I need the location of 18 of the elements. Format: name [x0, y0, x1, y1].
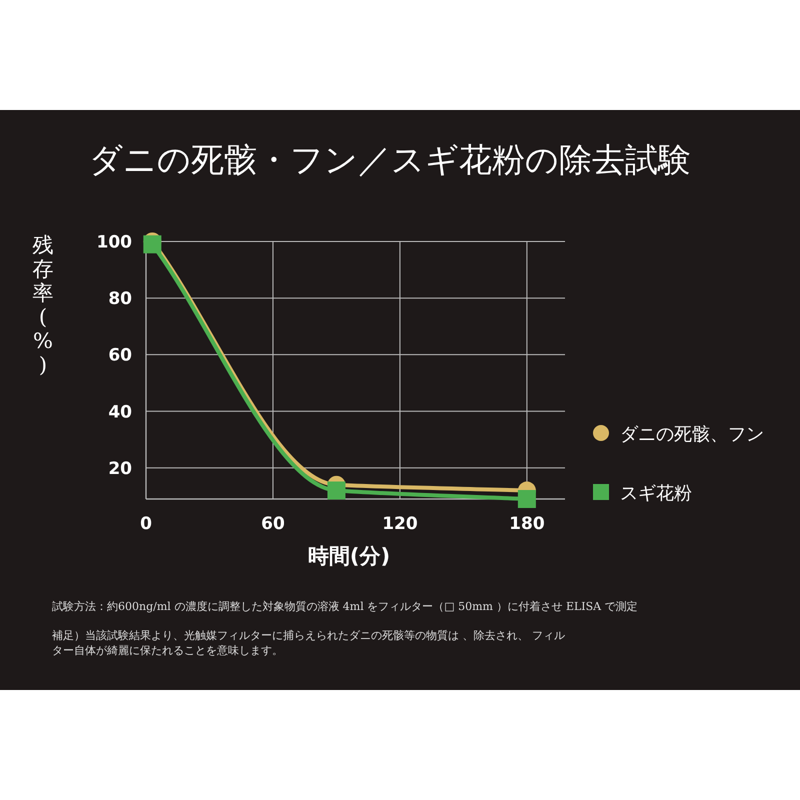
y-tick-label: 40	[108, 402, 132, 422]
x-axis-title: 時間(分)	[308, 544, 390, 568]
x-tick-label: 180	[509, 514, 545, 534]
x-tick-label: 60	[261, 514, 285, 534]
x-tick-label: 120	[382, 514, 418, 534]
y-axis-title: 残存率(%)	[32, 233, 54, 377]
text: 試験方法：約600ng/ml の濃度に調整した対象物質の溶液 4ml をフィルター（□ 50mm ）に付着させ ELISA で測定	[52, 599, 639, 614]
point	[327, 482, 346, 500]
point	[518, 490, 536, 508]
y-tick-label: 100	[96, 232, 132, 252]
text: 補足）当該試験結果より、光触媒フィルターに捕らえられたダニの死骸等の物質は 、除去され、 フィルター自体が綺麗に保たれることを意味します。	[52, 628, 566, 658]
y-tick-label: 80	[108, 289, 132, 310]
y-tick-label: 20	[108, 458, 132, 479]
y-tick-label: 60	[108, 346, 132, 366]
legend-label: スギ花粉	[620, 483, 692, 504]
chart-title: ダニの死骸・フン／スギ花粉の除去試験	[89, 140, 691, 179]
x-tick-label: 0	[140, 514, 152, 534]
legend-label: ダニの死骸、フン	[620, 424, 764, 445]
